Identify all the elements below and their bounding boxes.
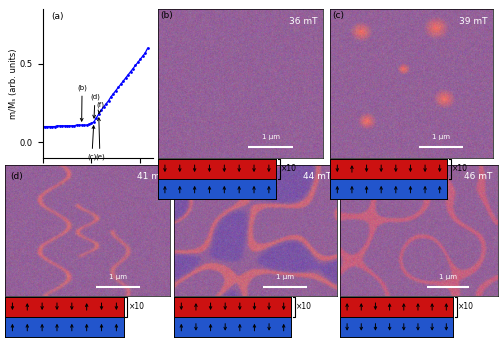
Text: ×10: ×10 xyxy=(458,302,474,311)
Text: (d): (d) xyxy=(90,93,100,118)
Text: 1 μm: 1 μm xyxy=(276,274,294,280)
Text: (f): (f) xyxy=(96,101,104,113)
Text: 39 mT: 39 mT xyxy=(459,16,488,25)
Text: 1 μm: 1 μm xyxy=(432,134,450,140)
Text: 1 μm: 1 μm xyxy=(262,134,280,140)
Text: 36 mT: 36 mT xyxy=(289,16,318,25)
X-axis label: μ₀H mT: μ₀H mT xyxy=(81,178,114,187)
Text: ×10: ×10 xyxy=(282,164,298,174)
Text: (c): (c) xyxy=(87,126,97,160)
Text: 1 μm: 1 μm xyxy=(109,274,127,280)
Text: 44 mT: 44 mT xyxy=(304,172,332,181)
Text: ×10: ×10 xyxy=(452,164,468,174)
Text: 46 mT: 46 mT xyxy=(464,172,493,181)
Y-axis label: m/Mₛ (arb. units): m/Mₛ (arb. units) xyxy=(10,48,18,119)
Text: (f): (f) xyxy=(344,172,355,181)
Text: ×10: ×10 xyxy=(129,302,145,311)
Text: (e): (e) xyxy=(95,118,105,160)
Text: (c): (c) xyxy=(332,11,344,20)
Text: (a): (a) xyxy=(52,12,64,21)
Text: 1 μm: 1 μm xyxy=(439,274,457,280)
Text: ×10: ×10 xyxy=(296,302,312,311)
Text: (e): (e) xyxy=(179,172,192,181)
Text: (d): (d) xyxy=(10,172,22,181)
Text: (b): (b) xyxy=(77,84,87,121)
Text: 41 mT: 41 mT xyxy=(136,172,165,181)
Text: (b): (b) xyxy=(160,11,173,20)
